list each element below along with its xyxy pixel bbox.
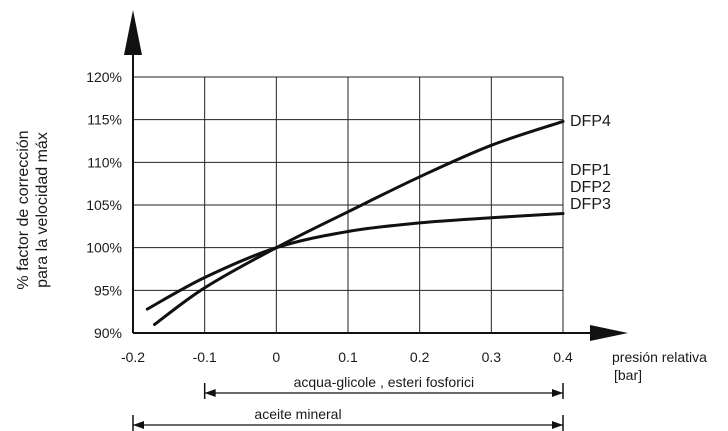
range-label: aceite mineral — [254, 406, 341, 422]
x-tick-label: 0.2 — [410, 349, 430, 365]
curve-label-dfp2: DFP2 — [570, 179, 611, 196]
y-tick-label: 110% — [87, 154, 122, 170]
y-axis-label-line2: para la velocidad máx — [34, 132, 51, 288]
x-tick-label: 0 — [272, 349, 280, 365]
range-indicators: acqua-glicole , esteri fosforici aceite m… — [132, 374, 564, 431]
x-axis-arrow — [590, 325, 628, 341]
curve-label-dfp1: DFP1 — [570, 162, 611, 179]
y-axis-arrow — [124, 10, 142, 55]
y-tick-label: 90% — [94, 325, 122, 341]
curve-label-dfp3: DFP3 — [570, 196, 611, 213]
axes — [124, 10, 628, 341]
series-line-2 — [145, 212, 565, 311]
x-axis-label: presión relativa — [612, 349, 707, 365]
y-tick-label: 100% — [86, 240, 122, 256]
grid — [132, 76, 564, 334]
series-line-1 — [153, 119, 565, 326]
x-tick-label: 0.4 — [553, 349, 573, 365]
range-arrow-left — [204, 389, 216, 397]
curve-label-dfp4: DFP4 — [570, 113, 611, 130]
x-axis-unit: [bar] — [614, 367, 642, 383]
x-tick-label: -0.1 — [193, 349, 217, 365]
range-label: acqua-glicole , esteri fosforici — [294, 374, 475, 390]
tick-labels: -0.2 -0.1 0 0.1 0.2 0.3 0.4 90% 95% 100% 105% 110% 1… — [86, 69, 573, 365]
y-tick-label: 120% — [86, 69, 122, 85]
x-tick-label: 0.1 — [338, 349, 358, 365]
range-arrow-right — [552, 421, 563, 429]
range-arrow-left — [133, 421, 144, 429]
x-tick-label: -0.2 — [121, 349, 145, 365]
series-lines — [145, 119, 565, 326]
y-tick-label: 105% — [86, 197, 122, 213]
range-arrow-right — [552, 389, 563, 397]
y-tick-label: 115% — [87, 112, 122, 128]
y-tick-label: 95% — [94, 282, 122, 298]
x-tick-label: 0.3 — [482, 349, 502, 365]
y-axis-label-line1: % factor de corrección — [15, 130, 32, 289]
